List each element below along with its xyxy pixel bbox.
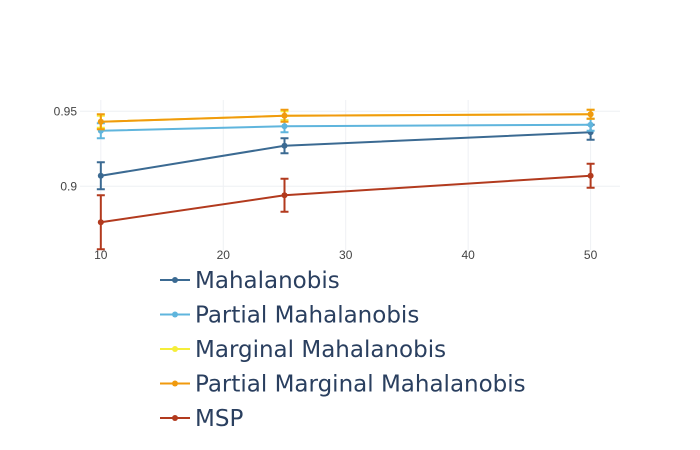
data-point	[587, 111, 594, 118]
series-layer	[96, 108, 595, 251]
data-point	[97, 118, 104, 125]
legend-item[interactable]: Partial Marginal Mahalanobis	[160, 372, 526, 398]
x-tick-label: 50	[584, 248, 598, 262]
legend-swatch-marker	[172, 380, 178, 387]
data-point	[281, 192, 288, 199]
legend-label: Mahalanobis	[195, 268, 340, 294]
y-tick-label: 0.9	[60, 179, 77, 193]
x-tick-label: 40	[461, 248, 475, 262]
legend-label: Partial Marginal Mahalanobis	[195, 372, 526, 398]
legend-swatch-marker	[172, 277, 178, 283]
legend-item[interactable]: Marginal Mahalanobis	[160, 337, 446, 363]
legend-item[interactable]: MSP	[160, 406, 243, 432]
x-axis-ticks: 10 20 30 40 50	[94, 248, 597, 262]
y-axis-ticks: 0.9 0.95	[54, 104, 78, 193]
legend-label: MSP	[195, 406, 243, 432]
data-point	[281, 112, 288, 119]
legend-label: Marginal Mahalanobis	[195, 337, 446, 363]
y-tick-label: 0.95	[54, 104, 78, 118]
data-point	[587, 121, 594, 128]
data-point	[97, 172, 104, 179]
series-3	[96, 108, 595, 131]
data-point	[587, 172, 594, 179]
legend-label: Partial Mahalanobis	[195, 303, 419, 329]
plot-area	[80, 100, 620, 250]
legend-swatch-marker	[172, 415, 178, 421]
x-tick-label: 20	[217, 248, 231, 262]
data-point	[281, 123, 288, 130]
series-0	[96, 123, 595, 191]
legend-swatch-marker	[172, 346, 178, 352]
legend-swatch-marker	[172, 311, 178, 318]
data-point	[281, 142, 288, 149]
y-gridlines	[80, 110, 620, 187]
legend-item[interactable]: Partial Mahalanobis	[160, 303, 419, 329]
x-tick-label: 10	[94, 248, 108, 262]
legend-item[interactable]: Mahalanobis	[160, 268, 340, 294]
data-point	[97, 219, 104, 226]
series-4	[96, 162, 595, 251]
x-tick-label: 30	[339, 248, 353, 262]
legend: Mahalanobis Partial Mahalanobis Marginal M…	[160, 268, 526, 432]
